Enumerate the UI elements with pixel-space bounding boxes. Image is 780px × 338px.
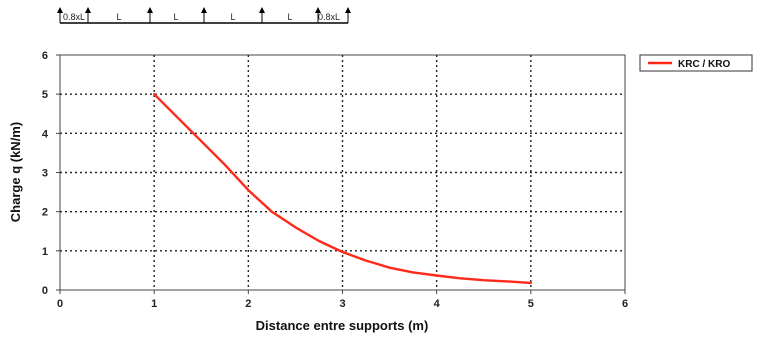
- support-arrows: [57, 7, 351, 23]
- x-axis-title: Distance entre supports (m): [256, 318, 429, 333]
- x-tick-label-6: 6: [622, 298, 628, 310]
- support-arrowhead-4: [259, 7, 265, 13]
- x-tick-label-2: 2: [245, 298, 251, 310]
- x-tick-label-5: 5: [528, 298, 534, 310]
- x-tick-label-3: 3: [339, 298, 345, 310]
- series-layer: [152, 92, 532, 285]
- legend: KRC / KRO: [639, 54, 753, 72]
- legend-label: KRC / KRO: [678, 59, 730, 70]
- support-label-4: L: [287, 12, 292, 22]
- y-tick-label-6: 6: [42, 50, 48, 62]
- y-tick-label-1: 1: [42, 246, 48, 258]
- y-tick-label-4: 4: [42, 128, 49, 140]
- support-label-3: L: [230, 12, 235, 22]
- support-label-1: L: [116, 12, 121, 22]
- y-tick-label-0: 0: [42, 285, 48, 297]
- y-tick-label-3: 3: [42, 168, 48, 180]
- support-arrowhead-3: [201, 7, 207, 13]
- support-label-2: L: [173, 12, 178, 22]
- legend-box: [639, 54, 753, 72]
- series-line-0: [152, 92, 532, 285]
- support-label-5: 0.8xL: [318, 12, 340, 22]
- y-tick-label-2: 2: [42, 207, 48, 219]
- grid: [60, 55, 625, 290]
- support-arrowhead-5: [315, 7, 321, 13]
- y-tick-label-5: 5: [42, 89, 48, 101]
- support-arrowhead-1: [85, 7, 91, 13]
- support-label-0: 0.8xL: [63, 12, 85, 22]
- support-diagram: 0.8xL L L L L 0.8xL: [57, 7, 351, 24]
- support-arrowhead-0: [57, 7, 63, 13]
- ticks: 0 1 2 3 4 5 6 0 1 2 3 4 5 6: [42, 50, 628, 310]
- support-arrowhead-2: [147, 7, 153, 13]
- support-arrowhead-6: [345, 7, 351, 13]
- x-tick-label-1: 1: [151, 298, 157, 310]
- y-axis-title: Charge q (kN/m): [8, 122, 23, 222]
- x-tick-label-4: 4: [434, 298, 441, 310]
- x-tick-label-0: 0: [57, 298, 63, 310]
